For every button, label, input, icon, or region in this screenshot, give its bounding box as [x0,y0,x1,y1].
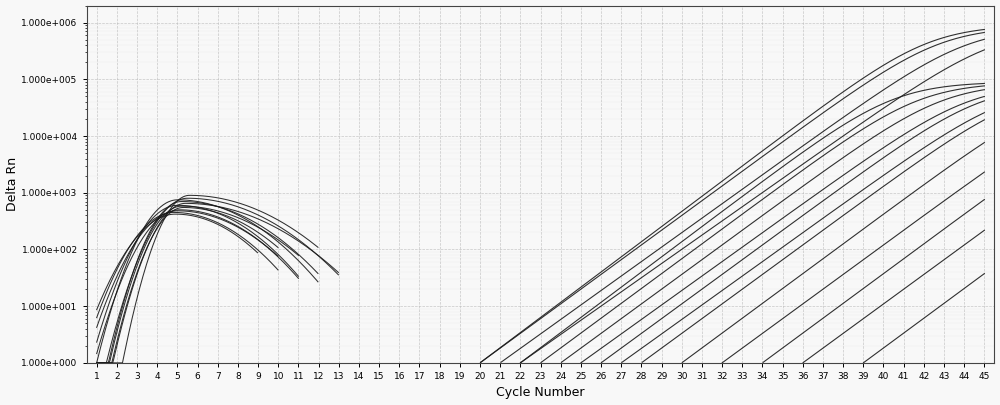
X-axis label: Cycle Number: Cycle Number [496,386,585,399]
Y-axis label: Delta Rn: Delta Rn [6,157,19,211]
